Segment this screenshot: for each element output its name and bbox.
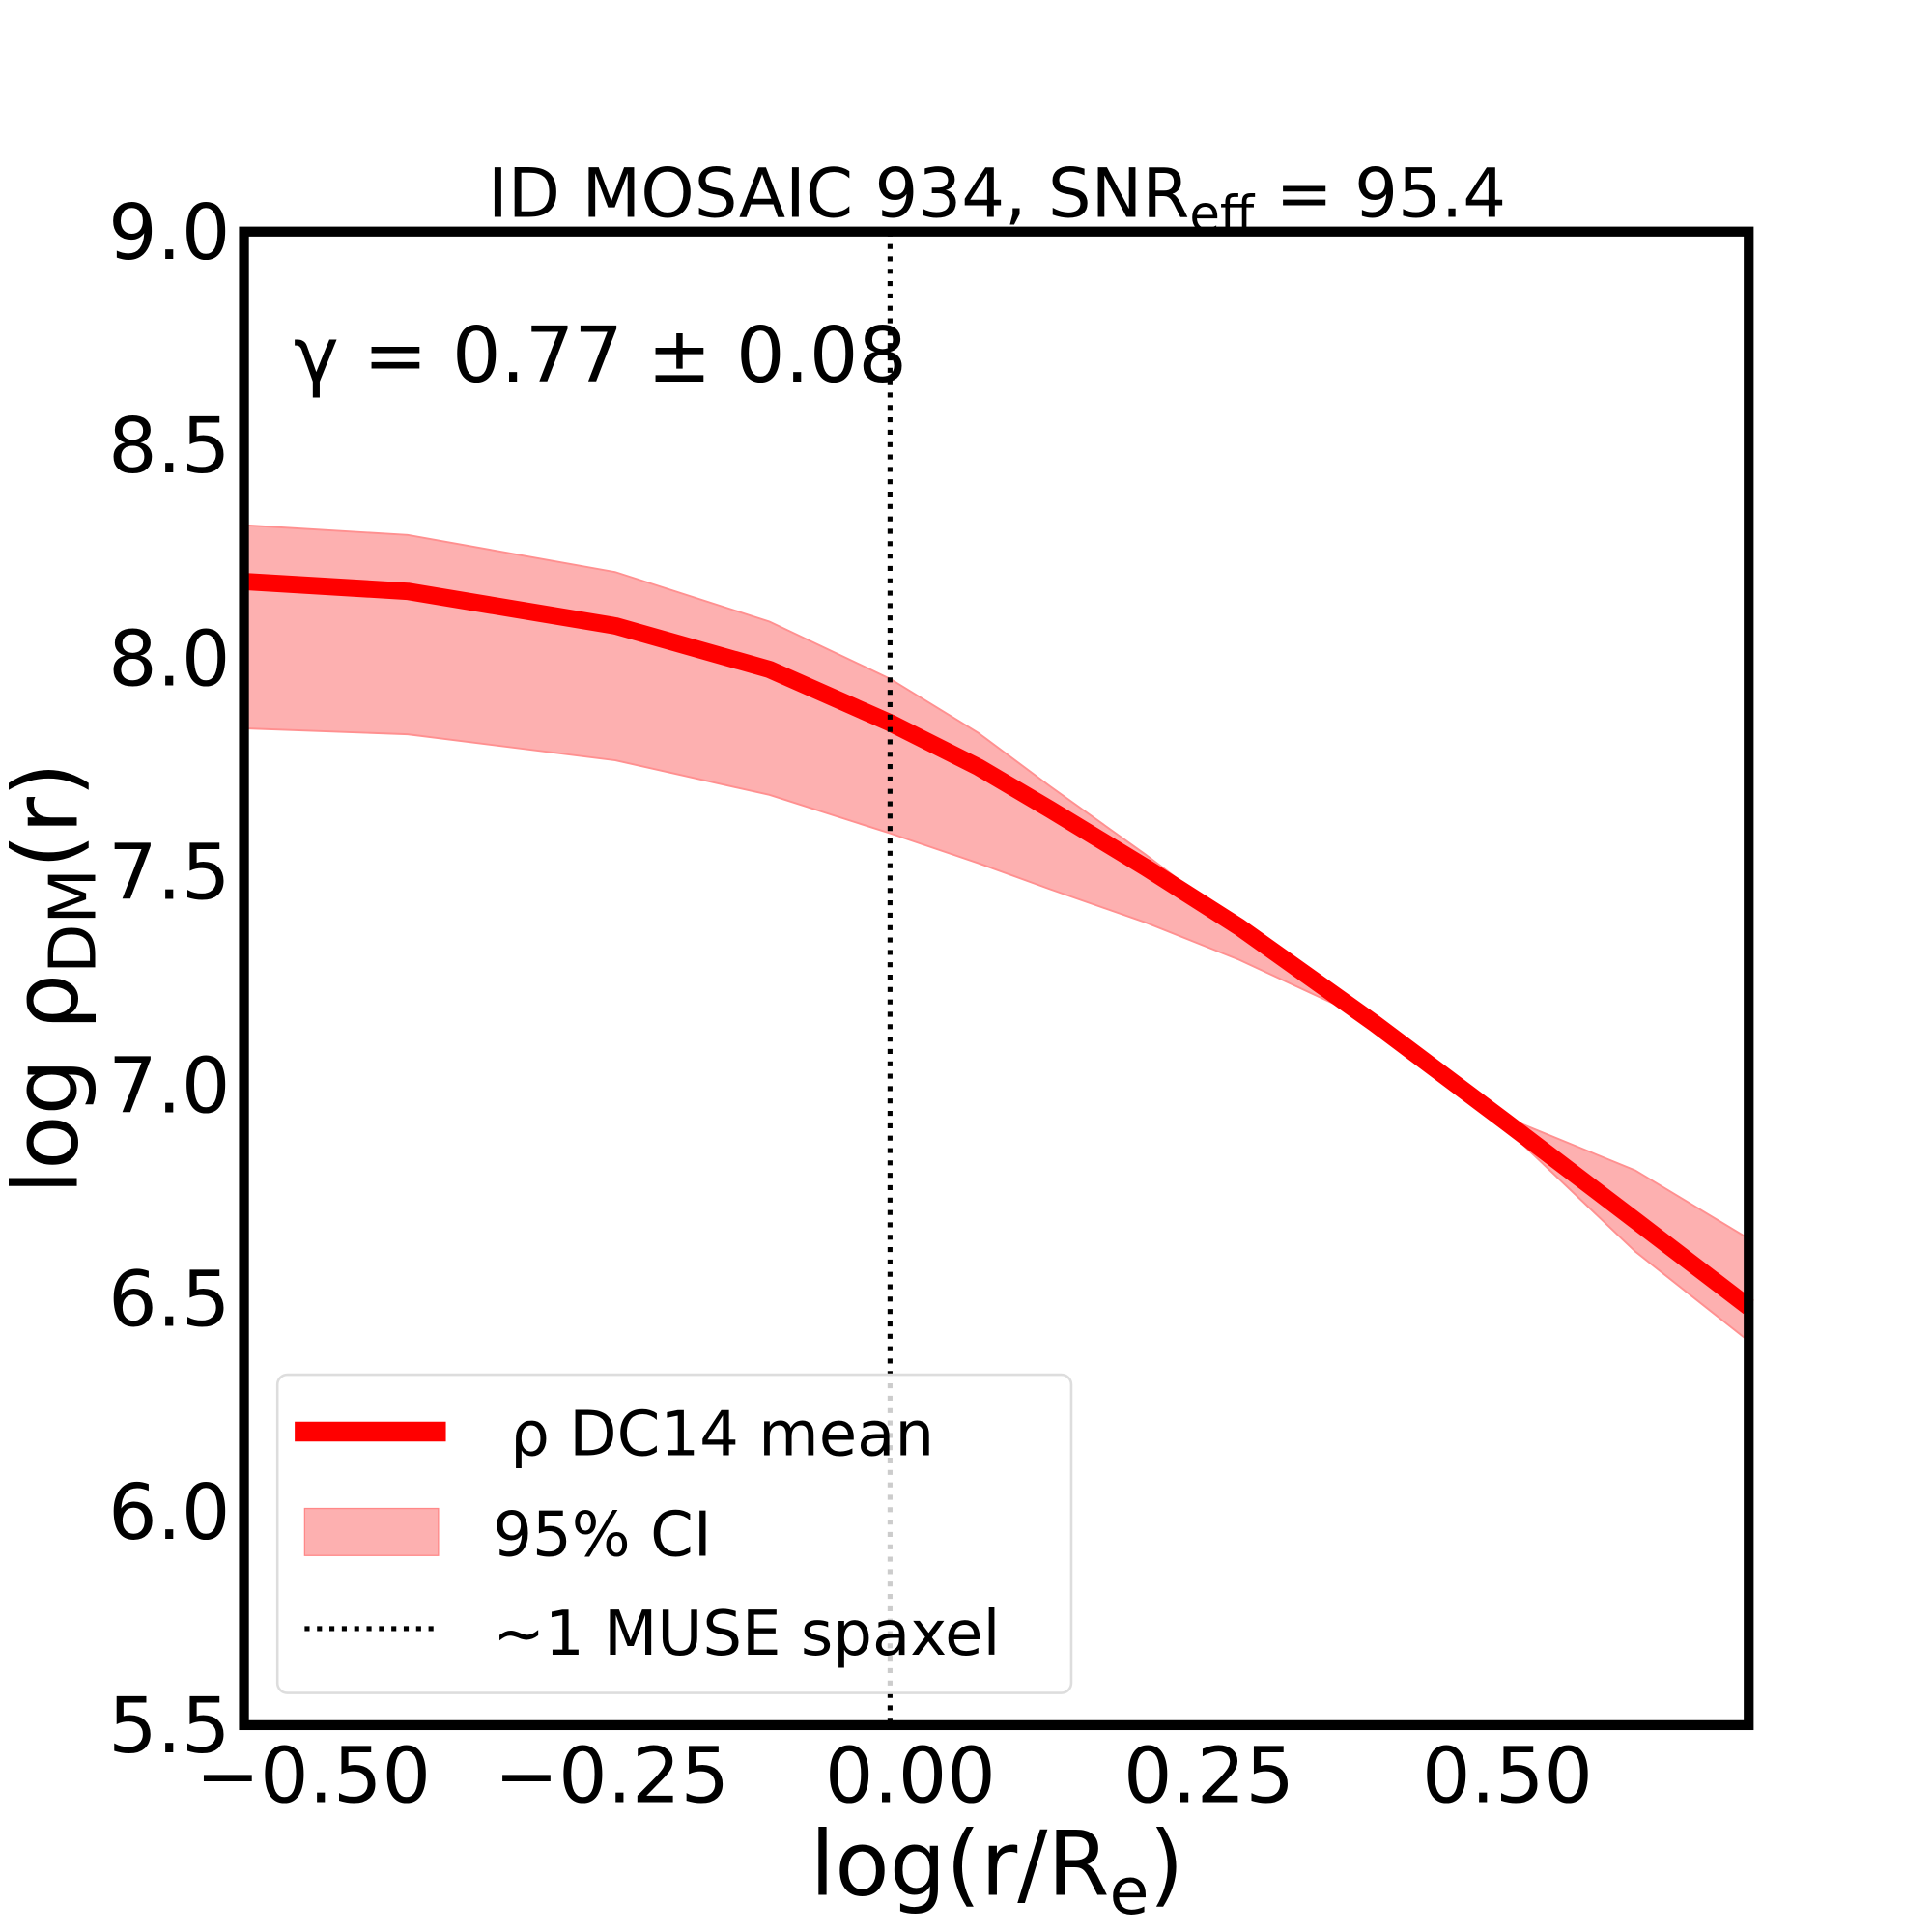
y-tick-label: 6.5 (108, 1254, 230, 1344)
chart-title: ID MOSAIC 934, SNReff = 95.4 (488, 154, 1506, 243)
x-tick-label: 0.50 (1422, 1730, 1593, 1820)
x-tick-label: −0.50 (196, 1730, 432, 1820)
y-tick-label: 8.0 (108, 614, 230, 704)
y-tick-label: 8.5 (108, 401, 230, 491)
legend-label-spaxel: ~1 MUSE spaxel (493, 1599, 1000, 1670)
y-tick-label: 7.5 (108, 828, 230, 918)
x-axis-label: log(r/Re) (810, 1812, 1184, 1929)
x-tick-label: 0.25 (1123, 1730, 1294, 1820)
ci-band-area (242, 524, 1750, 1344)
y-tick-label: 9.0 (108, 187, 230, 277)
y-axis-label: log ρDM(r) (0, 762, 111, 1194)
gamma-annotation: γ = 0.77 ± 0.08 (294, 310, 907, 400)
x-tick-label: 0.00 (825, 1730, 996, 1820)
x-tick-label: −0.25 (495, 1730, 730, 1820)
legend: ρ DC14 mean 95% CI ~1 MUSE spaxel (275, 1373, 1073, 1694)
y-ticks: 5.5 6.0 6.5 7.0 7.5 8.0 8.5 9.0 (108, 187, 230, 1771)
legend-label-ci: 95% CI (493, 1499, 712, 1571)
y-tick-label: 6.0 (108, 1467, 230, 1557)
y-tick-label: 5.5 (108, 1681, 230, 1771)
legend-box (275, 1373, 1073, 1694)
mean-line (243, 573, 1754, 1315)
plot-frame (239, 226, 1754, 1731)
legend-label-mean: ρ DC14 mean (510, 1399, 934, 1470)
legend-band-swatch (303, 1507, 440, 1556)
mean-line-path (243, 573, 1754, 1315)
y-tick-label: 7.0 (108, 1040, 230, 1130)
x-ticks: −0.50 −0.25 0.00 0.25 0.50 (196, 1730, 1594, 1820)
confidence-band (242, 524, 1750, 1344)
